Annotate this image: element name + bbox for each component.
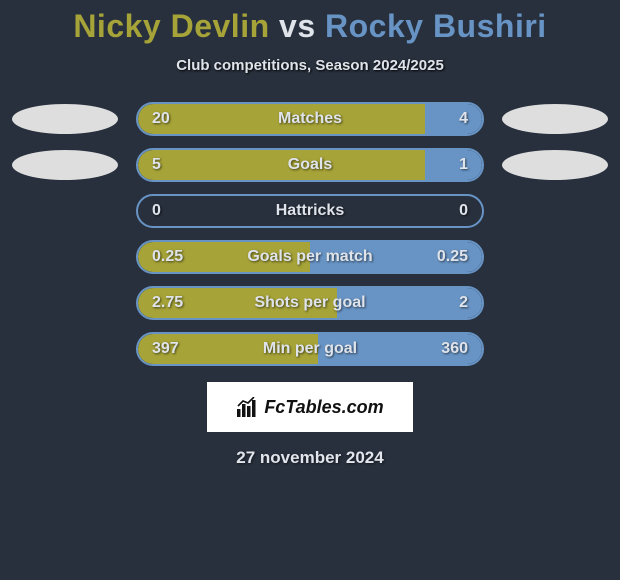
stat-row: 0Hattricks0 (0, 194, 620, 228)
player2-logo-ellipse (502, 104, 608, 134)
stat-label: Goals per match (138, 248, 482, 266)
player2-value: 0 (459, 202, 468, 220)
player1-logo-ellipse (12, 150, 118, 180)
stat-bar: 397Min per goal360 (136, 332, 484, 366)
stat-bar: 0Hattricks0 (136, 194, 484, 228)
date-text: 27 november 2024 (0, 448, 620, 468)
player1-name: Nicky Devlin (73, 8, 269, 44)
vs-text: vs (279, 8, 316, 44)
stat-row: 397Min per goal360 (0, 332, 620, 366)
player1-logo-ellipse (12, 104, 118, 134)
page-title: Nicky Devlin vs Rocky Bushiri (0, 8, 620, 45)
stat-row: 5Goals1 (0, 148, 620, 182)
player2-value: 4 (459, 110, 468, 128)
stat-bar: 20Matches4 (136, 102, 484, 136)
player2-value: 360 (441, 340, 468, 358)
player2-name: Rocky Bushiri (325, 8, 547, 44)
player2-value: 1 (459, 156, 468, 174)
player2-value: 0.25 (437, 248, 468, 266)
player1-logo-ellipse (12, 242, 118, 272)
player2-logo-ellipse (502, 288, 608, 318)
player1-logo-ellipse (12, 288, 118, 318)
subtitle: Club competitions, Season 2024/2025 (0, 57, 620, 74)
player2-logo-ellipse (502, 196, 608, 226)
player1-logo-ellipse (12, 334, 118, 364)
stat-label: Goals (138, 156, 482, 174)
stat-row: 20Matches4 (0, 102, 620, 136)
stat-row: 2.75Shots per goal2 (0, 286, 620, 320)
player2-logo-ellipse (502, 150, 608, 180)
stat-label: Matches (138, 110, 482, 128)
stat-label: Hattricks (138, 202, 482, 220)
stat-label: Shots per goal (138, 294, 482, 312)
comparison-infographic: Nicky Devlin vs Rocky Bushiri Club compe… (0, 0, 620, 468)
stat-bar: 2.75Shots per goal2 (136, 286, 484, 320)
player2-value: 2 (459, 294, 468, 312)
watermark-badge: FcTables.com (207, 382, 413, 432)
watermark-text: FcTables.com (264, 397, 383, 418)
stat-bar: 5Goals1 (136, 148, 484, 182)
stat-row: 0.25Goals per match0.25 (0, 240, 620, 274)
stat-label: Min per goal (138, 340, 482, 358)
player2-logo-ellipse (502, 242, 608, 272)
stat-bar: 0.25Goals per match0.25 (136, 240, 484, 274)
stat-rows: 20Matches45Goals10Hattricks00.25Goals pe… (0, 102, 620, 366)
chart-icon (236, 397, 258, 417)
player1-logo-ellipse (12, 196, 118, 226)
player2-logo-ellipse (502, 334, 608, 364)
